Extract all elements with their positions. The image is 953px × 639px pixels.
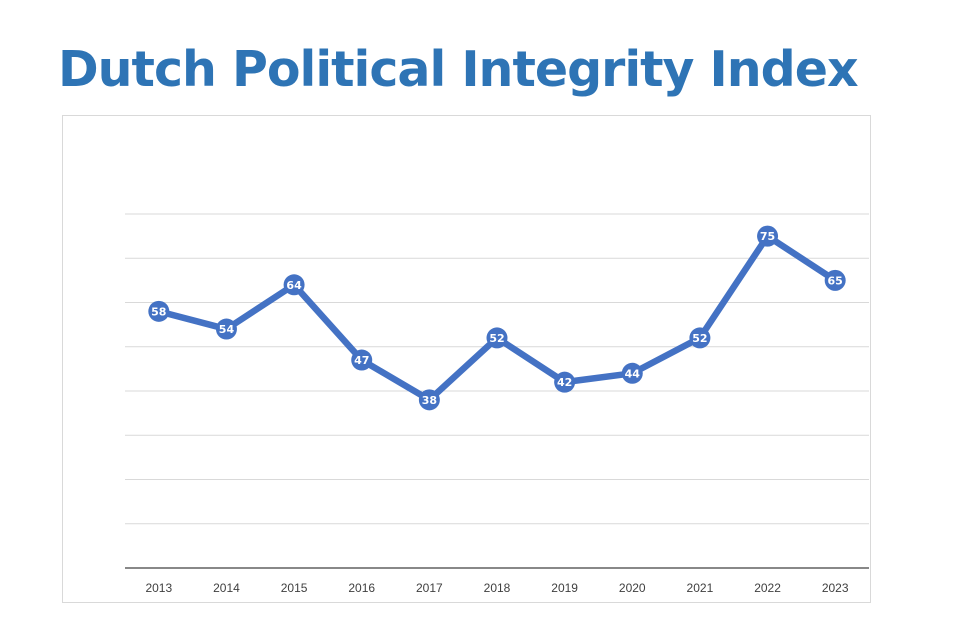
data-point — [554, 371, 576, 393]
x-tick-label: 2019 — [551, 581, 578, 595]
data-point — [824, 269, 846, 291]
data-label: 42 — [557, 376, 572, 389]
x-tick-label: 2022 — [754, 581, 781, 595]
data-label: 65 — [828, 274, 843, 287]
data-label: 54 — [219, 323, 235, 336]
data-point — [148, 300, 170, 322]
x-tick-label: 2015 — [281, 581, 308, 595]
x-tick-label: 2021 — [687, 581, 714, 595]
series-line — [155, 232, 839, 404]
x-tick-label: 2014 — [213, 581, 240, 595]
data-label: 52 — [489, 332, 504, 345]
data-point — [418, 389, 440, 411]
data-label: 47 — [354, 354, 369, 367]
data-point — [689, 327, 711, 349]
x-tick-label: 2013 — [145, 581, 172, 595]
data-point — [486, 327, 508, 349]
data-point — [215, 318, 237, 340]
data-label: 44 — [625, 367, 641, 380]
data-label: 58 — [151, 305, 166, 318]
data-label: 75 — [760, 230, 775, 243]
x-tick-label: 2018 — [484, 581, 511, 595]
data-label: 64 — [286, 279, 302, 292]
data-point — [283, 274, 305, 296]
chart-title: Dutch Political Integrity Index — [58, 41, 859, 98]
x-tick-label: 2016 — [348, 581, 375, 595]
data-label: 38 — [422, 394, 437, 407]
data-label: 52 — [692, 332, 707, 345]
chart-area — [62, 115, 871, 603]
data-point — [757, 225, 779, 247]
x-tick-label: 2023 — [822, 581, 849, 595]
data-point — [621, 362, 643, 384]
data-point — [351, 349, 373, 371]
x-tick-label: 2017 — [416, 581, 443, 595]
x-tick-label: 2020 — [619, 581, 646, 595]
